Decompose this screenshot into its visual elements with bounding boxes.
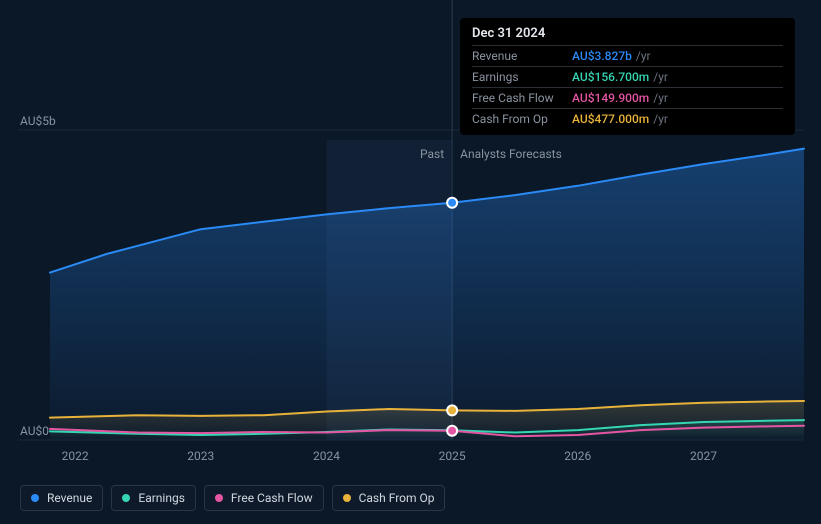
svg-text:AU$0: AU$0 xyxy=(20,424,49,438)
tooltip-label: Free Cash Flow xyxy=(472,91,572,105)
svg-text:2025: 2025 xyxy=(439,449,466,463)
legend-label: Earnings xyxy=(138,491,185,505)
tooltip-row: Cash From OpAU$477.000m/yr xyxy=(472,108,783,129)
tooltip-label: Revenue xyxy=(472,49,572,63)
tooltip-date: Dec 31 2024 xyxy=(472,26,783,45)
legend-swatch-icon xyxy=(122,494,130,502)
svg-text:2026: 2026 xyxy=(564,449,591,463)
tooltip-row: RevenueAU$3.827b/yr xyxy=(472,45,783,66)
tooltip-row: Free Cash FlowAU$149.900m/yr xyxy=(472,87,783,108)
legend-label: Revenue xyxy=(47,491,92,505)
legend-swatch-icon xyxy=(31,494,39,502)
svg-text:Analysts Forecasts: Analysts Forecasts xyxy=(460,147,562,161)
legend-item[interactable]: Free Cash Flow xyxy=(204,485,324,511)
tooltip-value: AU$156.700m xyxy=(572,70,649,84)
tooltip-unit: /yr xyxy=(653,91,668,105)
legend-item[interactable]: Earnings xyxy=(111,485,196,511)
svg-text:2024: 2024 xyxy=(313,449,340,463)
tooltip-label: Earnings xyxy=(472,70,572,84)
tooltip-value: AU$3.827b xyxy=(572,49,632,63)
tooltip-rows: RevenueAU$3.827b/yrEarningsAU$156.700m/y… xyxy=(472,45,783,129)
tooltip-row: EarningsAU$156.700m/yr xyxy=(472,66,783,87)
tooltip-unit: /yr xyxy=(636,49,651,63)
legend-label: Cash From Op xyxy=(359,491,435,505)
svg-text:2023: 2023 xyxy=(187,449,214,463)
legend-swatch-icon xyxy=(215,494,223,502)
tooltip-value: AU$149.900m xyxy=(572,91,649,105)
legend-item[interactable]: Revenue xyxy=(20,485,103,511)
legend-item[interactable]: Cash From Op xyxy=(332,485,446,511)
svg-text:2027: 2027 xyxy=(690,449,717,463)
legend-swatch-icon xyxy=(343,494,351,502)
tooltip-unit: /yr xyxy=(653,112,668,126)
chart-legend: Revenue Earnings Free Cash Flow Cash From O… xyxy=(20,485,445,511)
svg-text:Past: Past xyxy=(420,147,444,161)
tooltip-unit: /yr xyxy=(653,70,668,84)
svg-text:2022: 2022 xyxy=(62,449,89,463)
svg-text:AU$5b: AU$5b xyxy=(20,114,56,128)
tooltip-value: AU$477.000m xyxy=(572,112,649,126)
financials-chart: AU$0 AU$5b Past Analysts Forecasts 2022 2023 2… xyxy=(0,0,821,524)
tooltip-label: Cash From Op xyxy=(472,112,572,126)
chart-tooltip: Dec 31 2024 RevenueAU$3.827b/yrEarningsA… xyxy=(460,18,795,135)
legend-label: Free Cash Flow xyxy=(231,491,313,505)
